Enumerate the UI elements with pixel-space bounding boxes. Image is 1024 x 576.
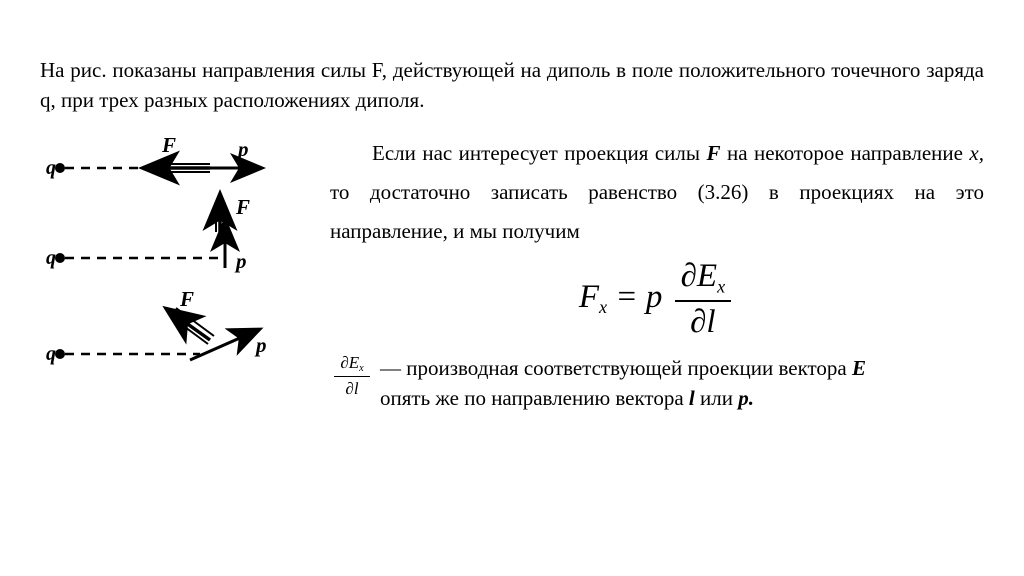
fig-p-label-2: p [234,249,247,273]
fig-F-label-2: F [235,195,250,219]
intro-text: На рис. показаны направления силы F, дей… [40,55,984,116]
main-formula: Fx = p ∂Ex ∂l [330,258,984,340]
fig-F-label-1: F [161,134,176,157]
fig-q-label: q [46,157,56,179]
fig-q-label-2: q [46,247,56,269]
fig-F-label-3: F [179,287,194,311]
deriv-text-3: или [695,386,738,410]
para-x: x, [969,141,984,165]
dipole-figure: q F p q p F [40,134,280,384]
fig-p-label-3: p [254,333,267,357]
para-F: F [706,141,720,165]
fig-p-label-1: p [236,137,249,161]
deriv-p: p. [738,386,754,410]
deriv-text-2: опять же по направлению вектора [380,386,689,410]
deriv-text-1: — производная соответствующей проекции в… [380,356,852,380]
fig-q-label-3: q [46,343,56,365]
para-mid1: на некоторое направление [721,141,970,165]
deriv-E: E [852,356,866,380]
para-1: Если нас интересует проекция силы [372,141,706,165]
inline-derivative: ∂Ex ∂l [334,353,369,399]
para-after: то достаточно записать равенство (3.26) … [330,180,984,243]
